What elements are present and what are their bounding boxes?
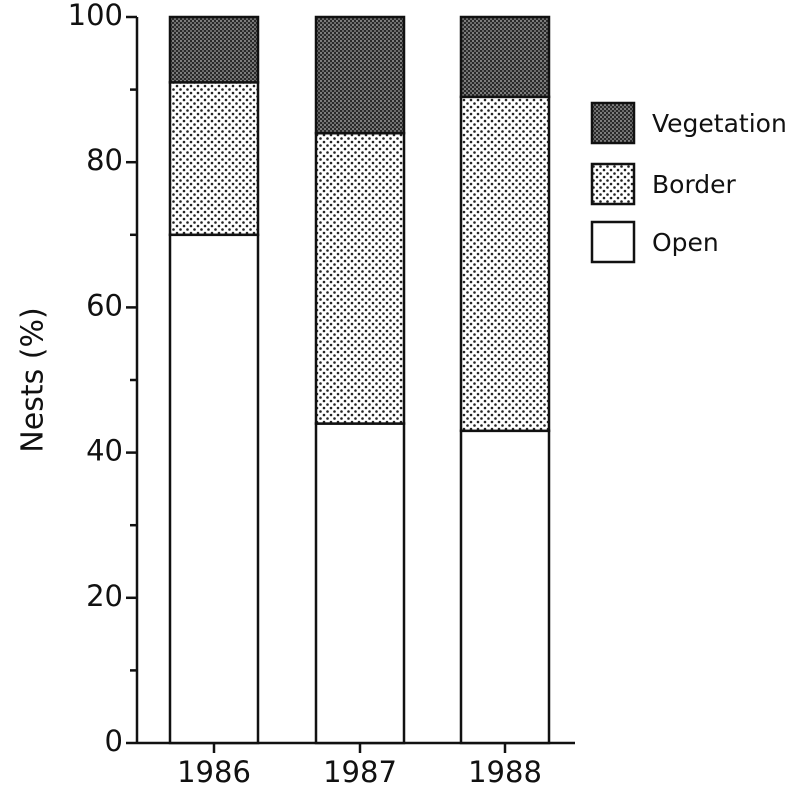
legend-label: Vegetation (652, 109, 787, 138)
bar-segment (314, 131, 406, 425)
x-tick-label: 1988 (468, 755, 542, 787)
y-tick-label: 100 (68, 0, 123, 32)
y-tick-label: 40 (86, 434, 123, 468)
legend-swatch (590, 162, 636, 206)
bar-segment (314, 15, 406, 135)
y-tick-label: 0 (105, 724, 123, 758)
bar-segment (168, 81, 260, 237)
x-tick-label: 1987 (323, 755, 397, 787)
y-tick-label: 80 (86, 143, 123, 177)
legend-swatch (590, 220, 636, 264)
y-axis-label: Nests (%) (16, 307, 51, 452)
y-tick-label: 60 (86, 288, 123, 322)
bar-segment (459, 95, 551, 433)
y-tick-label: 20 (86, 579, 123, 613)
bar-segment (168, 233, 260, 745)
bar-segment (314, 422, 406, 745)
legend-swatch (590, 101, 636, 145)
x-tick-label: 1986 (177, 755, 251, 787)
bar-segment (168, 15, 260, 84)
legend-label: Open (652, 228, 719, 257)
legend-label: Border (652, 170, 737, 199)
bar-segment (459, 429, 551, 745)
bar-segment (459, 15, 551, 99)
